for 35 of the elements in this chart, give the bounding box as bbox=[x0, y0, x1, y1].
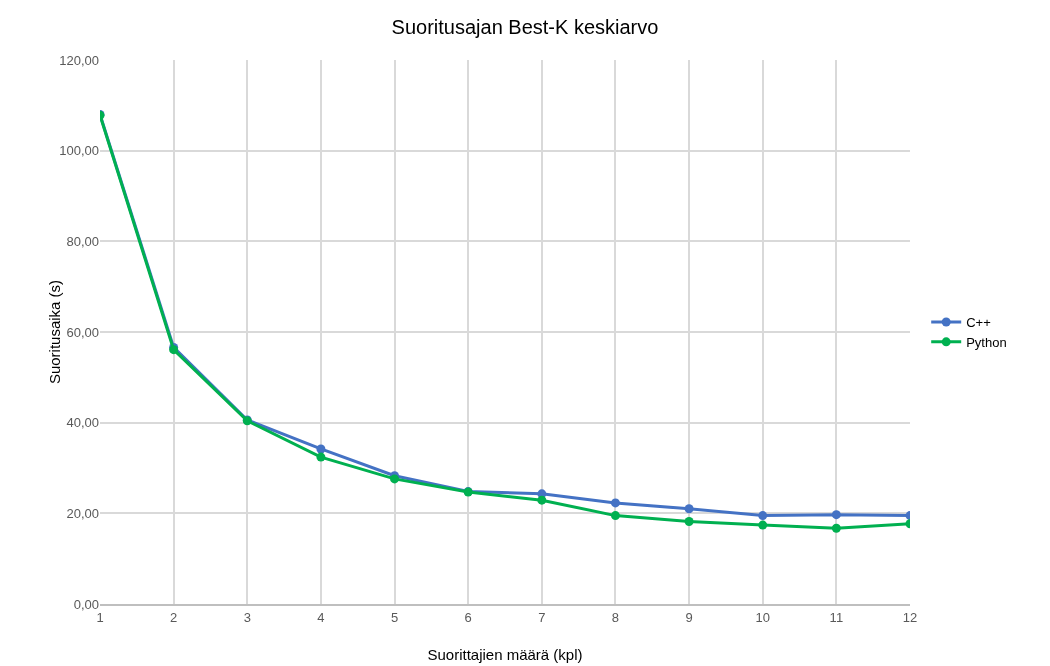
point bbox=[831, 523, 841, 533]
x-tick-label: 9 bbox=[685, 609, 693, 625]
y-tick-label: 0,00 bbox=[73, 596, 99, 612]
legend-label: Python bbox=[966, 334, 1007, 350]
x-tick-label: 5 bbox=[390, 609, 399, 625]
y-tick-label: 80,00 bbox=[66, 233, 99, 249]
point bbox=[610, 511, 620, 521]
x-tick-label: 12 bbox=[902, 609, 918, 625]
point bbox=[758, 511, 768, 521]
x-tick-label: 6 bbox=[464, 609, 472, 625]
y-tick-label: 100,00 bbox=[59, 143, 99, 159]
point bbox=[684, 504, 694, 514]
y-tick-label: 120,00 bbox=[59, 52, 99, 68]
x-tick-label: 10 bbox=[755, 609, 770, 625]
x-tick-label: 4 bbox=[317, 609, 325, 625]
x-tick-label: 8 bbox=[611, 609, 620, 625]
x-tick-label: 3 bbox=[243, 609, 251, 625]
x-tick-label: 1 bbox=[96, 609, 104, 625]
point bbox=[610, 498, 620, 508]
x-axis-title: Suorittajien määrä (kpl) bbox=[427, 646, 583, 663]
point bbox=[316, 444, 326, 454]
point bbox=[316, 452, 326, 462]
y-tick-label: 60,00 bbox=[66, 324, 99, 340]
y-tick-label: 40,00 bbox=[66, 415, 99, 431]
x-tick-label: 2 bbox=[170, 609, 178, 625]
point bbox=[537, 495, 547, 505]
chart-title: Suoritusajan Best-K keskiarvo bbox=[391, 15, 659, 38]
point bbox=[831, 510, 841, 520]
y-axis-title: Suoritusaika (s) bbox=[46, 279, 63, 385]
point bbox=[684, 516, 694, 526]
legend-label: C++ bbox=[966, 315, 991, 331]
x-tick-label: 7 bbox=[538, 609, 546, 625]
x-tick-label: 11 bbox=[829, 609, 844, 625]
y-tick-label: 20,00 bbox=[66, 505, 99, 521]
point bbox=[758, 520, 768, 530]
